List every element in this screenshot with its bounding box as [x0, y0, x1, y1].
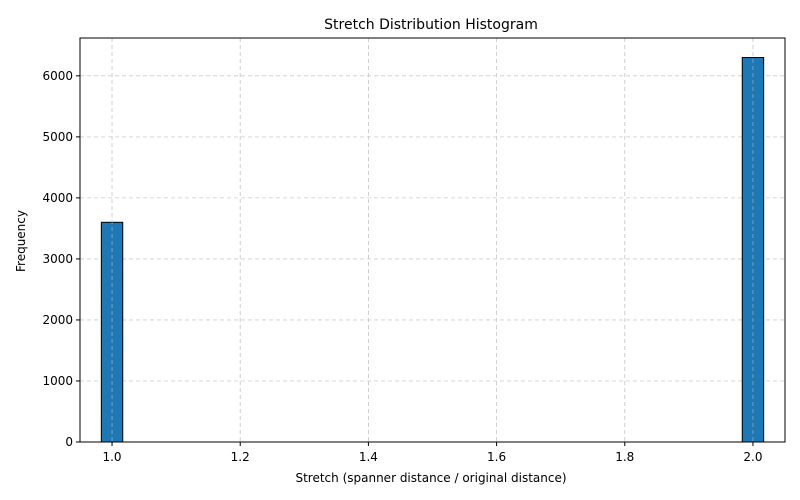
x-tick-label: 1.2 — [231, 450, 250, 464]
x-tick-label: 2.0 — [743, 450, 762, 464]
x-axis-label: Stretch (spanner distance / original dis… — [295, 471, 566, 485]
y-tick-label: 0 — [65, 435, 73, 449]
x-tick-label: 1.0 — [102, 450, 121, 464]
chart-title: Stretch Distribution Histogram — [324, 17, 538, 33]
y-tick-label: 6000 — [42, 69, 73, 83]
x-axis-ticks: 1.0 1.2 1.4 1.6 1.8 2.0 — [102, 442, 763, 464]
y-tick-label: 5000 — [42, 130, 73, 144]
x-tick-label: 1.4 — [359, 450, 378, 464]
y-tick-label: 1000 — [42, 374, 73, 388]
x-tick-label: 1.6 — [487, 450, 506, 464]
y-axis-label: Frequency — [14, 210, 28, 272]
y-tick-label: 4000 — [42, 191, 73, 205]
y-axis-ticks: 0 1000 2000 3000 4000 5000 6000 — [42, 69, 80, 449]
y-tick-label: 2000 — [42, 313, 73, 327]
grid-lines-foreground — [111, 38, 754, 442]
y-tick-label: 3000 — [42, 252, 73, 266]
x-tick-label: 1.8 — [615, 450, 634, 464]
plot-frame — [79, 37, 786, 443]
